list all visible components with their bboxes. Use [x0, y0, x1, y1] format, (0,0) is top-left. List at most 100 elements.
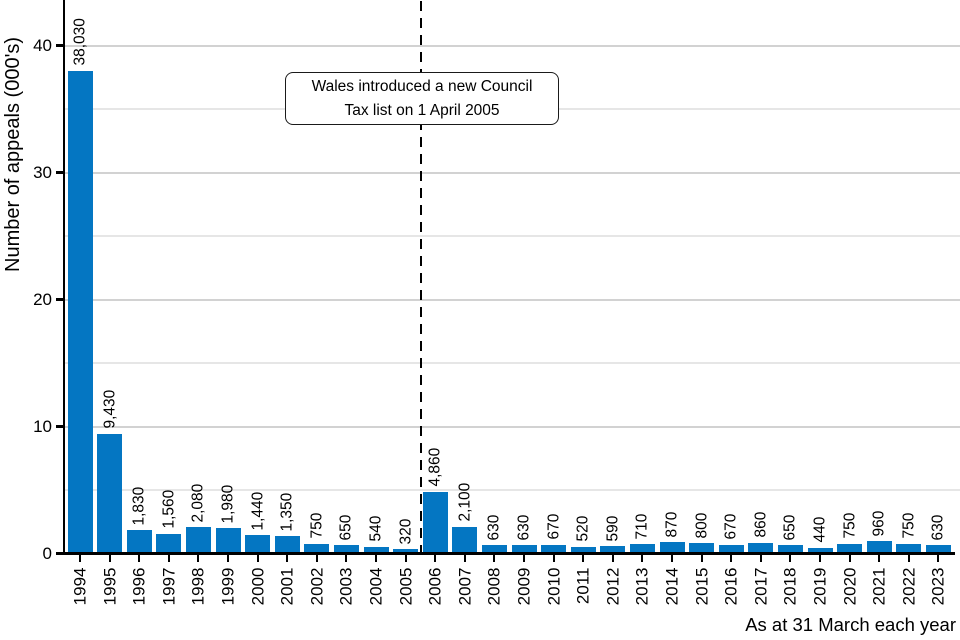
x-tick-2022 — [907, 555, 910, 562]
x-tick-label-2005: 2005 — [396, 567, 416, 605]
x-tick-2002 — [315, 555, 318, 562]
bar-2017 — [748, 542, 774, 554]
x-tick-label-2006: 2006 — [425, 567, 445, 605]
x-tick-label-2013: 2013 — [632, 567, 652, 605]
x-tick-label-2012: 2012 — [603, 567, 623, 605]
bar-value-label-2007: 2,100 — [456, 483, 474, 522]
bar-value-label-1998: 2,080 — [189, 483, 207, 523]
bar-2015 — [689, 543, 715, 554]
annotation-box: Wales introduced a new Council Tax list … — [285, 72, 559, 125]
y-tick-label-0: 0 — [42, 543, 52, 563]
bar-2022 — [896, 543, 922, 554]
x-tick-2006 — [434, 555, 437, 562]
x-tick-2009 — [522, 555, 526, 562]
y-tick-20 — [55, 298, 63, 301]
x-tick-2019 — [818, 555, 822, 562]
bar-2014 — [659, 542, 685, 554]
x-tick-label-2011: 2011 — [573, 567, 593, 604]
x-tick-2003 — [345, 555, 348, 562]
bar-1998 — [185, 527, 211, 554]
x-tick-label-2008: 2008 — [484, 567, 504, 605]
x-tick-label-1998: 1998 — [188, 567, 208, 605]
gridline-major-40 — [64, 44, 960, 47]
x-tick-2011 — [582, 555, 585, 562]
x-tick-label-2019: 2019 — [810, 567, 830, 605]
gridline-minor-25 — [64, 235, 960, 237]
bar-2021 — [866, 541, 892, 554]
bar-2002 — [304, 543, 330, 554]
bar-2013 — [629, 544, 655, 554]
bar-2023 — [925, 545, 951, 554]
x-tick-label-2009: 2009 — [514, 567, 534, 605]
x-axis-line — [62, 552, 955, 555]
bar-value-label-2014: 870 — [663, 511, 681, 538]
bar-1997 — [156, 533, 182, 554]
x-tick-label-2021: 2021 — [869, 567, 889, 605]
bar-value-label-2009: 630 — [515, 514, 533, 541]
bar-value-label-2011: 520 — [574, 516, 592, 542]
bar-2019 — [807, 547, 833, 554]
bar-2011 — [570, 546, 596, 554]
bar-value-label-2003: 650 — [337, 514, 355, 541]
annotation-line-1: Wales introduced a new Council — [311, 77, 533, 95]
bar-value-label-1997: 1,560 — [160, 489, 178, 529]
y-tick-label-10: 10 — [33, 416, 52, 436]
y-axis-line — [62, 0, 65, 555]
x-tick-label-1996: 1996 — [129, 567, 149, 605]
x-tick-label-2020: 2020 — [840, 567, 860, 605]
bar-value-label-2023: 630 — [929, 514, 947, 541]
x-tick-label-2016: 2016 — [721, 567, 741, 605]
bar-2008 — [481, 545, 507, 554]
x-tick-1997 — [167, 555, 170, 562]
bar-2000 — [245, 535, 271, 554]
x-tick-label-2003: 2003 — [336, 567, 356, 605]
bar-1999 — [215, 528, 241, 554]
x-axis-title: As at 31 March each year — [745, 614, 956, 635]
bar-value-label-1995: 9,430 — [101, 389, 119, 429]
bar-value-label-2002: 750 — [308, 513, 326, 539]
y-tick-0 — [55, 552, 63, 555]
x-tick-label-2018: 2018 — [780, 567, 800, 605]
bar-value-label-2021: 960 — [870, 510, 888, 537]
bar-value-label-2006: 4,860 — [426, 447, 444, 487]
y-tick-label-30: 30 — [33, 162, 52, 182]
x-tick-label-2010: 2010 — [544, 567, 564, 605]
x-tick-2016 — [730, 555, 733, 562]
gridline-minor-5 — [64, 489, 960, 491]
y-axis-title: Number of appeals (000's) — [2, 36, 24, 272]
x-tick-1998 — [197, 555, 200, 562]
x-tick-2017 — [759, 555, 762, 562]
bar-value-label-2020: 750 — [841, 513, 859, 539]
x-tick-label-1999: 1999 — [218, 567, 238, 605]
x-tick-2021 — [878, 555, 881, 562]
y-tick-30 — [55, 171, 63, 174]
x-tick-2018 — [789, 555, 792, 562]
bar-2005 — [393, 549, 419, 554]
x-tick-2014 — [670, 555, 674, 562]
x-tick-2007 — [463, 555, 466, 562]
x-tick-label-2017: 2017 — [751, 567, 771, 605]
bar-1994 — [67, 70, 93, 554]
bar-value-label-2005: 320 — [397, 518, 415, 545]
gridline-minor-15 — [64, 362, 960, 364]
bar-1995 — [97, 433, 123, 554]
bar-value-label-2015: 800 — [693, 512, 711, 539]
x-tick-label-2014: 2014 — [662, 567, 682, 605]
bar-value-label-2008: 630 — [485, 514, 503, 541]
x-tick-1994 — [78, 555, 82, 562]
bar-2018 — [777, 545, 803, 554]
bar-value-label-2012: 590 — [604, 515, 622, 541]
x-tick-label-1995: 1995 — [100, 567, 120, 605]
event-dashed-line — [419, 1, 423, 553]
gridline-major-10 — [64, 425, 960, 428]
bar-2006 — [422, 491, 448, 554]
x-tick-label-1994: 1994 — [70, 567, 90, 605]
bar-2020 — [837, 543, 863, 554]
bar-value-label-2001: 1,350 — [278, 492, 296, 532]
bar-value-label-2022: 750 — [900, 513, 918, 539]
x-tick-2013 — [641, 555, 644, 562]
x-tick-label-1997: 1997 — [159, 567, 179, 605]
bar-2012 — [600, 546, 626, 554]
bar-value-label-2017: 860 — [752, 511, 770, 538]
